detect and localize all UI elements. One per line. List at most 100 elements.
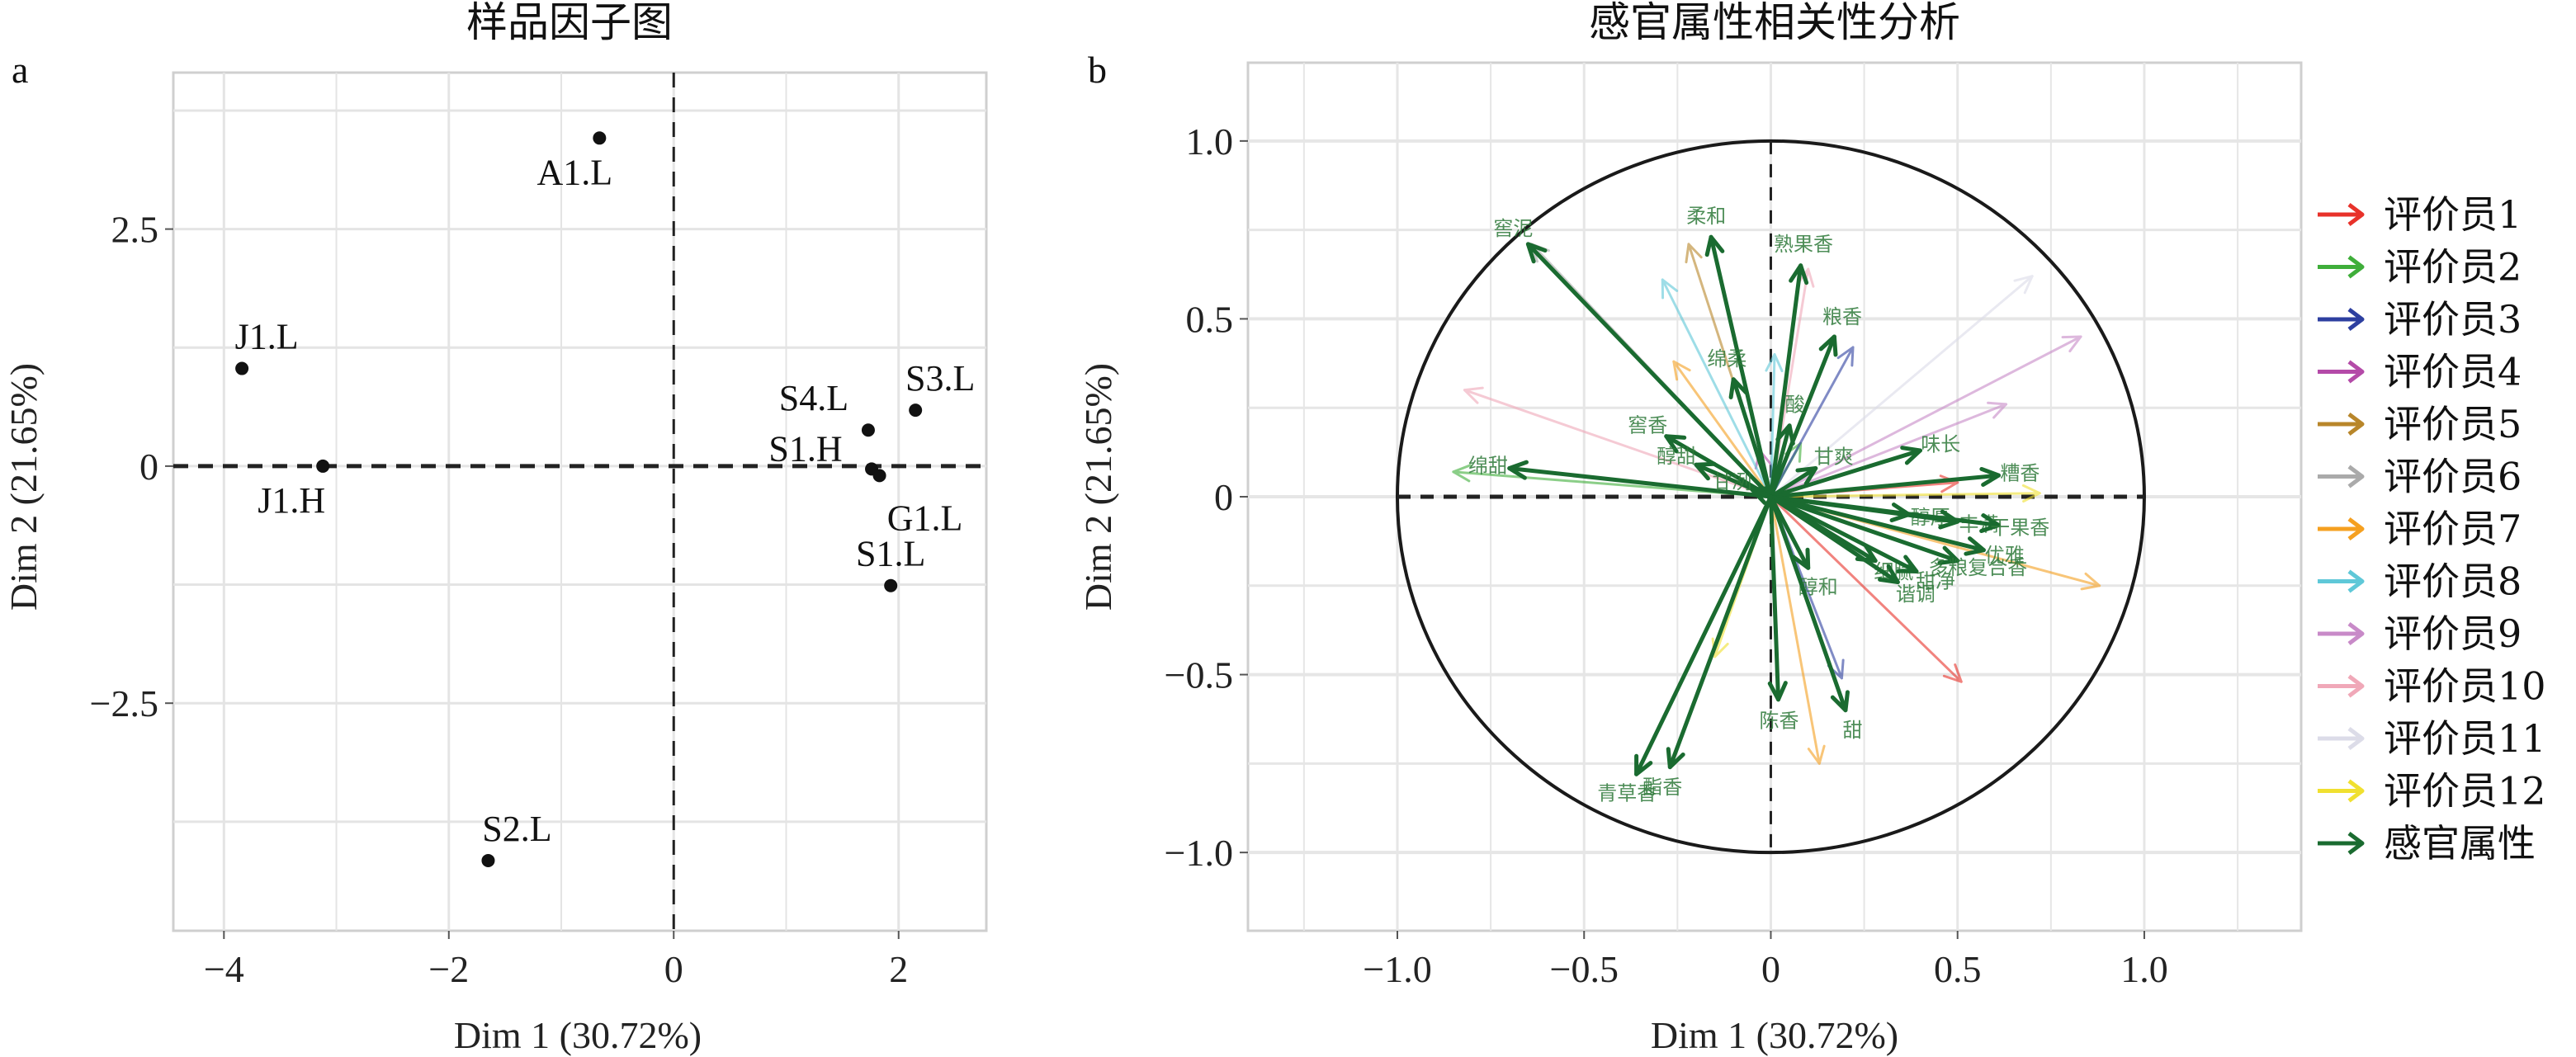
legend-label: 评价员11 [2384, 716, 2546, 761]
attribute-vector [1768, 446, 1922, 499]
attribute-vector-shaft [1525, 242, 1773, 499]
rater-vector-shaft [1769, 495, 1821, 765]
attribute-vector-shaft [1667, 494, 1773, 770]
legend-item: 评价员11 [2318, 716, 2546, 761]
attribute-vector [1634, 494, 1773, 776]
attribute-vector-shaft [1768, 448, 1922, 499]
legend-arrow-head-icon [2347, 465, 2365, 488]
legend-label: 评价员3 [2384, 297, 2522, 342]
legend-arrow-head-icon [2347, 727, 2365, 750]
rater-vector-shaft [1769, 353, 1776, 498]
sample-point-label: S1.L [856, 534, 925, 574]
attribute-vector-head [1789, 263, 1809, 285]
sample-point-label: S2.L [482, 809, 551, 849]
attribute-label: 窖香 [1628, 414, 1667, 437]
attribute-vector-shaft [1768, 494, 1848, 713]
panel-a-plot-area [172, 71, 988, 932]
rater-vector [1463, 386, 1772, 498]
legend-label: 评价员6 [2384, 455, 2522, 499]
attribute-label: 多粮复合香 [1928, 556, 2027, 579]
rater-vector-head [2013, 275, 2034, 295]
panel-a-sample-factor-map: 样品因子图 a −4 −2 0 2 −2.5 0 2.5 A1.L J1.L J1.H S4.L… [2, 0, 988, 1056]
attribute-vector [1750, 485, 1773, 505]
rater-vector [1769, 401, 2008, 498]
attribute-vector-head [1666, 747, 1685, 770]
attribute-vector-head [1937, 545, 1960, 565]
y-tick-label: 2.5 [111, 209, 159, 251]
attribute-vector-shaft [1768, 263, 1803, 499]
attribute-vector-head [1878, 564, 1900, 584]
attribute-vector-head [1767, 681, 1788, 702]
attribute-vector [1768, 494, 1986, 556]
attribute-label: 熟果香 [1774, 233, 1833, 256]
rater-vector-shaft [1769, 275, 2034, 498]
legend-arrow-head-icon [2347, 674, 2365, 698]
attribute-vector-shaft [1709, 234, 1773, 499]
panel-a-x-axis-title: Dim 1 (30.72%) [454, 1014, 702, 1056]
attribute-vector [1768, 494, 1919, 574]
attribute-label: 绵柔 [1707, 347, 1746, 370]
attribute-label: 青草香 [1597, 782, 1657, 805]
attribute-label: 甘爽 [1814, 446, 1854, 469]
attribute-vector-shaft [1768, 494, 1900, 584]
attribute-vector-head [1818, 334, 1838, 357]
rater-vector-shaft [1769, 495, 1963, 683]
legend-item: 评价员6 [2318, 455, 2522, 499]
rater-vector-head [1661, 278, 1679, 300]
legend-label: 感官属性 [2384, 821, 2536, 866]
attribute-label: 陈香 [1759, 710, 1798, 733]
panel-b-legend: 评价员1 评价员2 评价员3 评价员4 评价员5 评价员6 评价员7 评价员8 评价员9 评价员1… [2318, 192, 2546, 866]
panel-a-grid [173, 73, 986, 931]
legend-arrow-head-icon [2347, 779, 2365, 803]
sample-point [481, 853, 495, 867]
rater-vector-shaft [1672, 360, 1772, 498]
attribute-vector [1767, 494, 1788, 702]
legend-item: 评价员7 [2318, 507, 2522, 551]
attribute-vector [1666, 494, 1773, 770]
panel-a-tag: a [12, 49, 28, 91]
rater-vector-head [1765, 353, 1784, 373]
x-tick-label: −1.0 [1363, 948, 1431, 990]
sample-point-label: S4.L [779, 378, 848, 418]
rater-vector-head [1672, 360, 1691, 381]
rater-vector-head [2061, 335, 2082, 353]
legend-item: 评价员3 [2318, 297, 2522, 342]
panel-b-attribute-vectors: 窖泥柔和熟果香粮香绵柔窖香醇甜酸绵甜味长甘爽糟香甘冽醇厚丰满干果香优雅细腻甜净多… [1468, 205, 2049, 805]
attribute-vector [1768, 334, 1838, 499]
legend-label: 评价员10 [2384, 664, 2546, 709]
attribute-vector [1664, 434, 1773, 499]
attribute-label: 甜净 [1916, 569, 1955, 592]
legend-item: 评价员12 [2318, 769, 2546, 814]
attribute-vector-head [1634, 753, 1653, 776]
x-tick-label: 0 [1761, 948, 1780, 990]
rater-vector-head [1685, 243, 1703, 264]
rater-vector-shaft [1463, 389, 1772, 498]
rater-vector-shaft [1661, 278, 1772, 498]
panel-a-y-ticks: −2.5 0 2.5 [90, 209, 173, 724]
attribute-vector-shaft [1768, 473, 2001, 499]
attribute-vector [1507, 460, 1773, 499]
attribute-vector-shaft [1768, 423, 1792, 499]
rater-vector-shaft [1769, 403, 2008, 498]
legend-label: 评价员2 [2384, 245, 2522, 290]
rater-vector [1769, 335, 2082, 498]
rater-vector-shaft [1769, 335, 2082, 498]
attribute-label: 糟香 [2000, 462, 2040, 485]
attribute-label: 干果香 [1990, 517, 2049, 540]
sample-point [884, 578, 898, 592]
legend-arrow-head-icon [2347, 413, 2365, 436]
legend-item: 评价员2 [2318, 245, 2522, 290]
rater-vector-head [1452, 464, 1472, 483]
rater-vector-head [2080, 572, 2101, 591]
rater-vector-head [1463, 386, 1484, 404]
panel-a-x-ticks: −4 −2 0 2 [204, 931, 908, 990]
x-tick-label: −0.5 [1550, 948, 1619, 990]
attribute-label: 柔和 [1686, 205, 1726, 228]
x-tick-label: 0 [664, 948, 683, 990]
attribute-label: 酯香 [1642, 776, 1682, 799]
rater-vector [1769, 495, 1963, 683]
panel-b-x-axis-title: Dim 1 (30.72%) [1651, 1014, 1898, 1056]
x-tick-label: 0.5 [1934, 948, 1982, 990]
panel-b-y-axis-title: Dim 2 (21.65%) [1077, 363, 1119, 611]
